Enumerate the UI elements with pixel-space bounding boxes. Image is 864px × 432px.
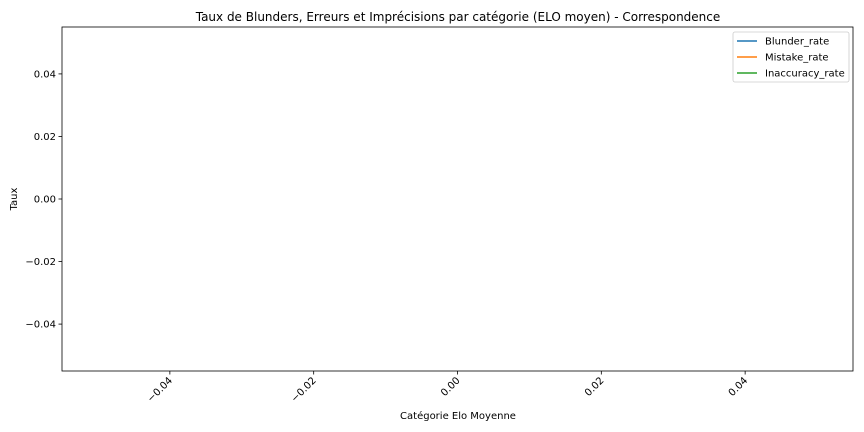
y-tick-label: −0.02 bbox=[25, 257, 56, 268]
x-tick-label: 0.02 bbox=[583, 375, 607, 399]
legend: Blunder_rate Mistake_rate Inaccuracy_rate bbox=[732, 31, 850, 83]
x-axis-ticks: −0.04 −0.02 0.00 0.02 0.04 bbox=[146, 371, 751, 405]
legend-label: Blunder_rate bbox=[765, 37, 829, 48]
legend-label: Mistake_rate bbox=[765, 53, 829, 64]
plot-frame bbox=[61, 26, 854, 372]
x-tick-label: 0.00 bbox=[439, 375, 463, 399]
y-tick-label: 0.02 bbox=[34, 132, 56, 143]
x-tick-label: 0.04 bbox=[727, 375, 751, 399]
y-axis-label: Taux bbox=[9, 188, 20, 212]
y-tick-label: −0.04 bbox=[25, 320, 56, 331]
plot-area bbox=[61, 26, 854, 372]
y-tick-label: 0.00 bbox=[34, 195, 56, 206]
y-tick-label: 0.04 bbox=[34, 69, 56, 80]
x-tick-label: −0.02 bbox=[289, 375, 318, 404]
legend-box bbox=[732, 31, 850, 83]
x-axis-label: Catégorie Elo Moyenne bbox=[400, 410, 516, 422]
legend-label: Inaccuracy_rate bbox=[765, 69, 845, 80]
x-tick-label: −0.04 bbox=[146, 375, 175, 404]
y-axis-ticks: 0.04 0.02 0.00 −0.02 −0.04 bbox=[25, 69, 62, 331]
chart-title: Taux de Blunders, Erreurs et Imprécision… bbox=[195, 10, 721, 24]
